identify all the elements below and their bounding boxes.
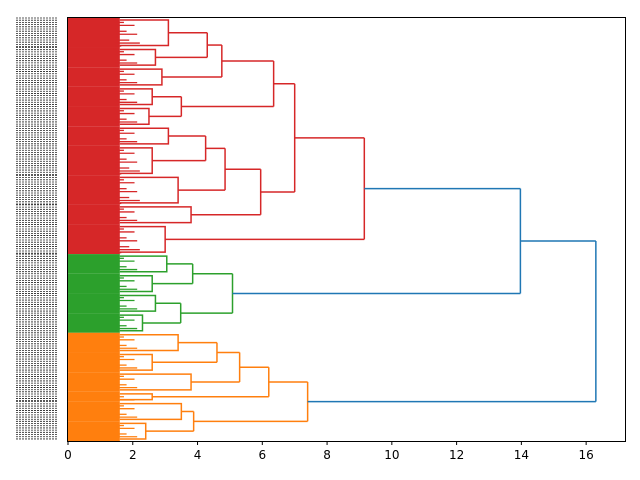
dendrogram-link <box>119 373 192 391</box>
plot-frame <box>67 17 626 442</box>
leaf-cluster-block <box>68 401 120 422</box>
dendrogram-link <box>119 147 153 175</box>
x-tick-label: 10 <box>384 448 399 462</box>
leaf-cluster-block <box>68 352 120 373</box>
dendrogram-link <box>119 19 170 47</box>
leaf-cluster-block <box>68 391 120 402</box>
leaf-cluster-block <box>68 175 120 205</box>
leaf-cluster-block <box>68 293 120 314</box>
dendrogram-link <box>119 206 192 224</box>
leaf-cluster-block <box>68 126 120 146</box>
x-tick-label: 14 <box>514 448 529 462</box>
leaf-cluster-block <box>68 86 120 107</box>
dendrogram-link <box>119 255 168 273</box>
x-tick-label: 8 <box>323 448 331 462</box>
x-axis: 0 2 4 6 8 10 12 14 16 <box>64 441 594 462</box>
dendrogram-link <box>119 176 179 204</box>
x-tick-label: 6 <box>258 448 266 462</box>
leaf-cluster-block <box>68 106 120 127</box>
dendrogram-links <box>119 19 597 440</box>
x-tick-label: 2 <box>129 448 137 462</box>
leaf-cluster-block <box>68 313 120 333</box>
x-tick-label: 12 <box>449 448 464 462</box>
leaf-cluster-block <box>68 421 120 441</box>
dendrogram-link <box>119 402 183 421</box>
leaf-cluster-block <box>68 332 120 353</box>
leaf-region <box>68 18 140 441</box>
leaf-labels <box>16 17 58 440</box>
dendrogram-link <box>119 48 157 66</box>
leaf-cluster-block <box>68 372 120 392</box>
x-tick-label: 4 <box>194 448 202 462</box>
leaf-cluster-block <box>68 273 120 294</box>
leaf-cluster-block <box>68 224 120 255</box>
dendrogram-link <box>119 107 150 125</box>
x-tick-label: 0 <box>64 448 72 462</box>
leaf-cluster-block <box>68 67 120 87</box>
dendrogram-link <box>119 294 157 312</box>
leaf-cluster-block <box>68 204 120 225</box>
leaf-cluster-block <box>68 47 120 68</box>
dendrogram-link <box>119 225 166 253</box>
x-tick-label: 16 <box>578 448 593 462</box>
leaf-cluster-block <box>68 18 120 48</box>
leaf-cluster-block <box>68 254 120 274</box>
dendrogram-link <box>119 393 153 401</box>
leaf-cluster-block <box>68 145 120 176</box>
